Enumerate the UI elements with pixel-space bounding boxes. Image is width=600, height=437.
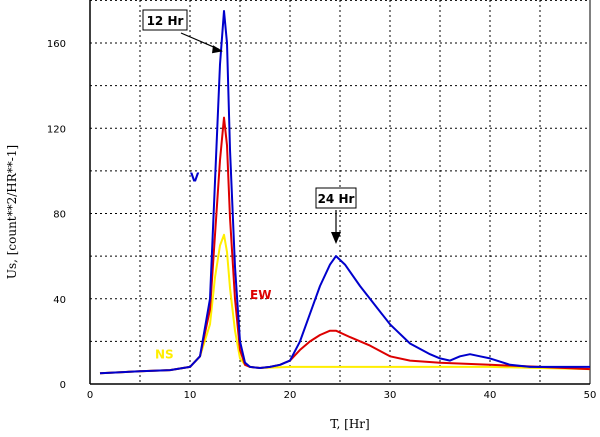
y-axis-title: Us, [count**2/HR**-1] <box>5 145 19 279</box>
y-tick-label: 160 <box>47 39 66 50</box>
y-tick-label: 80 <box>53 210 66 221</box>
x-tick-label: 20 <box>284 390 297 401</box>
callout-box-12hr <box>142 9 188 31</box>
x-tick-label: 0 <box>87 390 93 401</box>
callout-arrowhead-12hr <box>212 45 223 54</box>
x-tick-label: 30 <box>384 390 397 401</box>
series-label-ns: NS <box>155 347 174 361</box>
x-axis-title: T, [Hr] <box>330 417 369 431</box>
callout-label-24hr: 24 Hr <box>318 192 355 206</box>
y-tick-label: 40 <box>53 295 66 306</box>
series-label-v: V <box>190 171 200 185</box>
series-label-ew: EW <box>250 288 271 302</box>
series-line-v <box>99 10 590 375</box>
callout-arrow-12hr <box>180 32 220 50</box>
x-tick-label: 50 <box>584 390 597 401</box>
x-tick-label: 40 <box>484 390 497 401</box>
y-tick-label: 0 <box>60 380 66 391</box>
callout-box-24hr <box>315 187 357 209</box>
callout-arrowhead-24hr <box>331 232 341 244</box>
x-tick-label: 10 <box>184 390 197 401</box>
y-tick-label: 120 <box>47 124 66 135</box>
series-line-ew <box>99 116 591 375</box>
callout-label-12hr: 12 Hr <box>147 14 184 28</box>
